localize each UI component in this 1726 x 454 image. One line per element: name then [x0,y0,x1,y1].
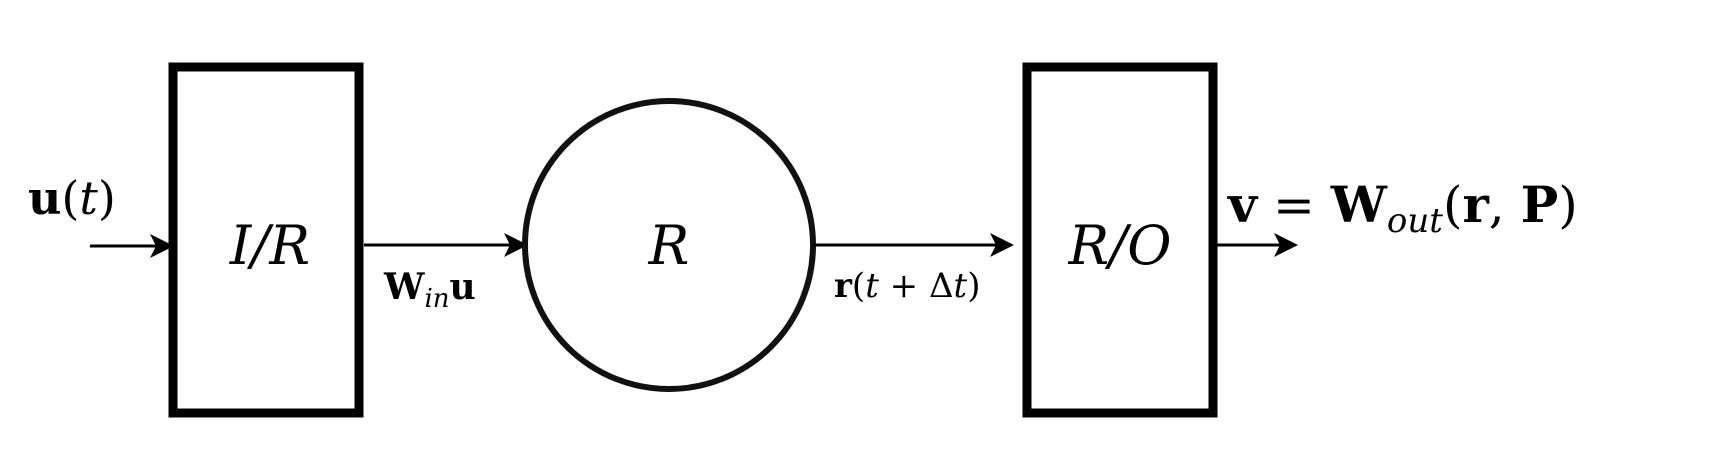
reservoir-label: R [648,214,690,277]
reservoir-to-output-label: r(t + Δt) [834,266,980,306]
input-arrow [90,234,174,258]
output-arrow [1217,233,1298,257]
input-to-reservoir-arrow [364,233,528,257]
input-to-reservoir-label: Winu [383,266,476,314]
reservoir-to-output-arrow [813,233,1014,257]
input-label-u: u [28,171,61,225]
input-label: u(t) [28,171,116,225]
input-box: I/R [168,62,364,418]
output-box-label: R/O [1067,214,1171,277]
reservoir-node: R [522,98,816,392]
output-label: v = Wout(r, P) [1227,175,1578,241]
output-box: R/O [1022,62,1218,418]
input-box-label: I/R [229,214,310,277]
